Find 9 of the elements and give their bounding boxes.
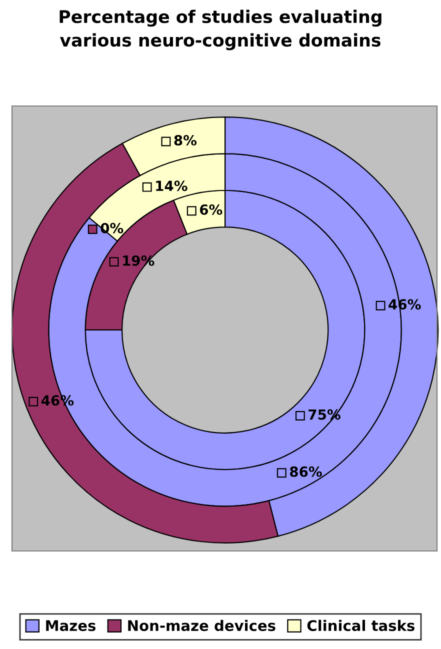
- data-label: 14%: [156, 180, 188, 192]
- data-label: 8%: [174, 135, 197, 146]
- chart-title: Percentage of studies evaluating various neuro-cognitive domains: [60, 10, 382, 50]
- legend-label: Non-maze devices: [128, 620, 276, 632]
- text: 0%: [100, 222, 124, 234]
- legend-label: Mazes: [46, 620, 96, 632]
- legend-label: Clinical tasks: [307, 620, 414, 632]
- data-label: 86%: [290, 466, 322, 477]
- data-label: 6%: [200, 204, 222, 215]
